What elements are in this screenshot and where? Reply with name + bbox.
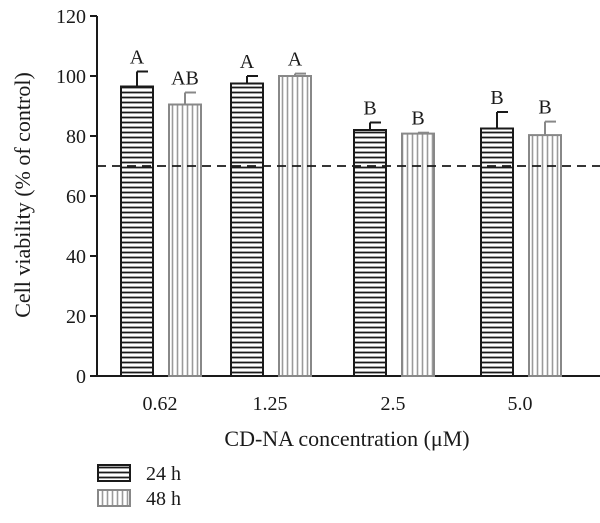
x-tick-label: 2.5 — [381, 393, 406, 415]
significance-label: A — [130, 47, 145, 69]
legend-swatch — [97, 464, 131, 482]
y-tick-label: 20 — [66, 306, 86, 328]
significance-label: B — [490, 87, 503, 109]
y-tick-label: 80 — [66, 126, 86, 148]
bar — [278, 75, 312, 377]
legend-swatch — [97, 489, 131, 507]
y-tick-label: 100 — [56, 66, 86, 88]
significance-label: A — [288, 49, 303, 71]
significance-label: B — [411, 108, 424, 130]
x-tick-label: 1.25 — [253, 393, 288, 415]
y-tick-label: 0 — [76, 366, 86, 388]
x-tick-label: 5.0 — [508, 393, 533, 415]
y-tick-label: 120 — [56, 6, 86, 28]
y-axis-title: Cell viability (% of control) — [10, 72, 35, 318]
bar — [168, 103, 202, 377]
legend: 24 h 48 h — [97, 463, 181, 510]
y-tick-label: 40 — [66, 246, 86, 268]
y-tick-label: 60 — [66, 186, 86, 208]
significance-label: AB — [171, 68, 199, 90]
significance-label: B — [538, 97, 551, 119]
legend-label: 48 h — [146, 488, 181, 510]
significance-label: A — [240, 51, 255, 73]
bar — [120, 85, 154, 377]
bar — [230, 82, 264, 377]
legend-label: 24 h — [146, 463, 181, 485]
bar — [353, 129, 387, 377]
x-tick-label: 0.62 — [143, 393, 178, 415]
bar — [528, 134, 562, 377]
significance-label: B — [363, 98, 376, 120]
x-axis-title: CD-NA concentration (μM) — [224, 426, 469, 451]
bar — [401, 132, 435, 377]
